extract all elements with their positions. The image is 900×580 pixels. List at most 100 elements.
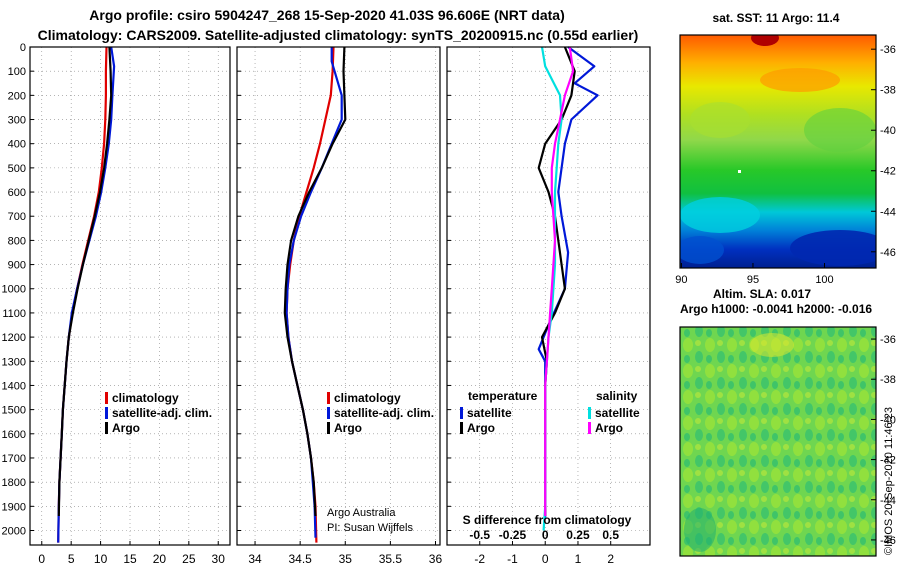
- x-tick-label: 5: [68, 552, 75, 566]
- y-tick-label: 1100: [2, 308, 26, 320]
- series-line-argo: [57, 46, 113, 517]
- y-tick-label: 200: [8, 90, 26, 102]
- temperature-ticks: 0100200300400500600700800900100011001200…: [2, 42, 226, 566]
- legend-label-climatology: climatology: [112, 391, 179, 405]
- y-tick-label: -38: [880, 374, 896, 386]
- y-tick-label: -42: [880, 455, 896, 467]
- x-tick-label: 90: [675, 274, 687, 286]
- x-tick-label: 34: [248, 552, 262, 566]
- sla-high-patch: [750, 333, 794, 357]
- header-line-2: Climatology: CARS2009. Satellite-adjuste…: [38, 27, 639, 43]
- x-tick-label: -2: [474, 552, 485, 566]
- y-tick-label: 500: [8, 163, 26, 175]
- y-tick-label: -44: [880, 206, 896, 218]
- x-tick-label: 100: [815, 274, 833, 286]
- salinity-legend: climatology satellite-adj. clim. Argo: [327, 391, 434, 435]
- series-line-argo: [283, 46, 347, 517]
- credit-line-2: PI: Susan Wijffels: [327, 522, 413, 534]
- x-tick-label: -1: [507, 552, 518, 566]
- y-tick-label: -38: [880, 85, 896, 97]
- salinity-ticks: 34 34.5 35 35.5 36: [237, 46, 443, 566]
- salinity-panel: 34 34.5 35 35.5 36 climatology satellite-adj…: [236, 46, 443, 566]
- y-tick-label: 600: [8, 187, 26, 199]
- secondary-x-tick-label: 0: [542, 528, 549, 542]
- series-line-temperature-satellite: [537, 46, 599, 519]
- difference-secondary-ticks: -0.5 -0.25 0 0.25 0.5: [469, 528, 619, 542]
- y-tick-label: 1500: [2, 405, 26, 417]
- y-tick-label: 1900: [2, 501, 26, 513]
- y-tick-label: -46: [880, 247, 896, 259]
- y-tick-label: -40: [880, 125, 896, 137]
- secondary-x-tick-label: -0.25: [499, 528, 527, 542]
- secondary-x-tick-label: 0.25: [566, 528, 590, 542]
- x-tick-label: 36: [429, 552, 443, 566]
- legend-title-temperature: temperature: [468, 389, 538, 403]
- sst-map-panel: sat. SST: 11 Argo: 11.4 90 95 100 -36 -38 -40…: [675, 11, 896, 286]
- legend-swatch-temp-satellite: [460, 407, 463, 419]
- y-tick-label: 700: [8, 211, 26, 223]
- legend-swatch-climatology: [105, 392, 108, 404]
- sla-low-patch: [684, 508, 716, 552]
- legend-swatch-sal-argo: [588, 422, 591, 434]
- sla-map-title: Altim. SLA: 0.017: [713, 287, 811, 301]
- credit-line-1: Argo Australia: [327, 507, 396, 519]
- legend-label-satellite: satellite-adj. clim.: [334, 406, 434, 420]
- y-tick-label: 1800: [2, 477, 26, 489]
- y-tick-label: 1400: [2, 380, 26, 392]
- difference-title: S difference from climatology: [463, 513, 632, 527]
- sst-map-ticks: 90 95 100 -36 -38 -40 -42 -44 -46: [675, 44, 896, 286]
- sla-map-panel: Altim. SLA: 0.017 Argo h1000: -0.0041 h2…: [679, 287, 896, 557]
- difference-panel: -2 -1 0 1 2 temperature satellite Argo salin…: [446, 46, 651, 566]
- x-tick-label: 2: [607, 552, 614, 566]
- x-tick-label: 20: [153, 552, 167, 566]
- y-tick-label: 1600: [2, 429, 26, 441]
- y-tick-label: 1200: [2, 332, 26, 344]
- sla-map-frame: [679, 326, 877, 557]
- temperature-grid: [30, 46, 230, 545]
- difference-legend: temperature satellite Argo salinity sate…: [460, 389, 640, 435]
- temperature-panel: 0100200300400500600700800900100011001200…: [2, 42, 231, 566]
- y-tick-label: 1700: [2, 453, 26, 465]
- x-tick-label: 0: [542, 552, 549, 566]
- legend-label-temp-argo: Argo: [467, 421, 495, 435]
- salinity-grid: [237, 46, 440, 545]
- sla-map-subtitle: Argo h1000: -0.0041 h2000: -0.016: [680, 302, 872, 316]
- sst-warm-patch: [751, 35, 779, 46]
- y-tick-label: 400: [8, 139, 26, 151]
- sst-cold-patch: [680, 197, 760, 233]
- x-tick-label: 34.5: [288, 552, 312, 566]
- y-tick-label: -42: [880, 166, 896, 178]
- x-tick-label: 35: [339, 552, 353, 566]
- y-tick-label: -36: [880, 44, 896, 56]
- legend-swatch-satellite: [327, 407, 330, 419]
- sst-warm-patch: [760, 68, 840, 92]
- y-tick-label: 1000: [2, 284, 26, 296]
- x-tick-label: 35.5: [379, 552, 403, 566]
- y-tick-label: 0: [20, 42, 26, 54]
- temperature-series: [57, 46, 116, 543]
- sst-mid-patch: [804, 108, 876, 152]
- legend-swatch-argo: [105, 422, 108, 434]
- salinity-frame: [236, 46, 441, 546]
- legend-swatch-temp-argo: [460, 422, 463, 434]
- legend-label-climatology: climatology: [334, 391, 401, 405]
- legend-label-sal-satellite: satellite: [595, 406, 640, 420]
- legend-swatch-climatology: [327, 392, 330, 404]
- sst-cold-patch: [790, 230, 876, 266]
- x-tick-label: 15: [123, 552, 137, 566]
- legend-label-satellite: satellite-adj. clim.: [112, 406, 212, 420]
- legend-swatch-satellite: [105, 407, 108, 419]
- difference-frame: [446, 46, 651, 546]
- y-tick-label: -46: [880, 535, 896, 547]
- series-line-climatology: [57, 46, 108, 543]
- sla-map-ticks: -36 -38 -40 -42 -44 -46: [871, 334, 896, 547]
- legend-swatch-sal-satellite: [588, 407, 591, 419]
- sst-map-title: sat. SST: 11 Argo: 11.4: [713, 11, 840, 25]
- x-tick-label: 95: [747, 274, 759, 286]
- y-tick-label: 1300: [2, 356, 26, 368]
- series-line-satellite-adj-clim-: [285, 47, 343, 538]
- sst-cold-patch: [680, 236, 724, 264]
- temperature-legend: climatology satellite-adj. clim. Argo: [105, 391, 212, 435]
- legend-label-sal-argo: Argo: [595, 421, 623, 435]
